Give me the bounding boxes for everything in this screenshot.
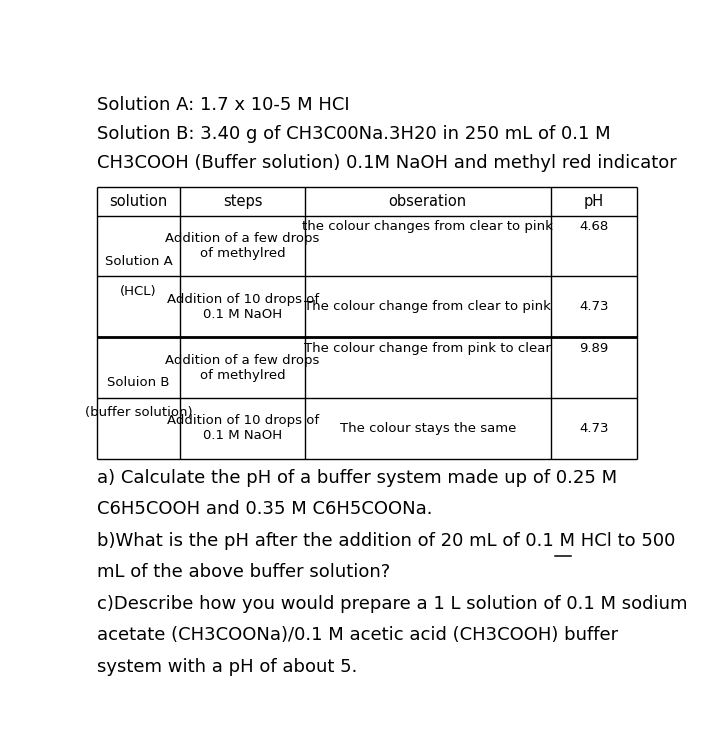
- Text: solution: solution: [110, 193, 168, 209]
- Text: Solution B: 3.40 g of CH3C00Na.3H20 in 250 mL of 0.1 M: Solution B: 3.40 g of CH3C00Na.3H20 in 2…: [97, 126, 610, 143]
- Text: The colour stays the same: The colour stays the same: [339, 422, 516, 435]
- Text: pH: pH: [584, 193, 604, 209]
- Text: Addition of a few drops
of methylred: Addition of a few drops of methylred: [165, 232, 320, 260]
- Text: Soluion B

(buffer solution): Soluion B (buffer solution): [84, 377, 193, 419]
- Text: Addition of a few drops
of methylred: Addition of a few drops of methylred: [165, 353, 320, 382]
- Text: obseration: obseration: [389, 193, 467, 209]
- Text: Solution A: 1.7 x 10-5 M HCI: Solution A: 1.7 x 10-5 M HCI: [97, 96, 349, 114]
- Text: c)Describe how you would prepare a 1 L solution of 0.1 M sodium: c)Describe how you would prepare a 1 L s…: [97, 595, 687, 612]
- Text: Solution A

(HCL): Solution A (HCL): [105, 255, 173, 298]
- Text: Addition of 10 drops of
0.1 M NaOH: Addition of 10 drops of 0.1 M NaOH: [167, 414, 319, 442]
- Text: system with a pH of about 5.: system with a pH of about 5.: [97, 658, 357, 675]
- Text: 4.68: 4.68: [579, 220, 609, 234]
- Text: steps: steps: [223, 193, 262, 209]
- Text: 9.89: 9.89: [579, 342, 609, 355]
- Text: The colour change from clear to pink: The colour change from clear to pink: [304, 300, 551, 313]
- Text: CH3COOH (Buffer solution) 0.1M NaOH and methyl red indicator: CH3COOH (Buffer solution) 0.1M NaOH and …: [97, 155, 677, 172]
- Text: C6H5COOH and 0.35 M C6H5COONa.: C6H5COOH and 0.35 M C6H5COONa.: [97, 500, 432, 518]
- Text: The colour change from pink to clear: The colour change from pink to clear: [304, 342, 551, 355]
- Text: the colour changes from clear to pink: the colour changes from clear to pink: [302, 220, 553, 234]
- Text: 4.73: 4.73: [579, 300, 609, 313]
- Text: mL of the above buffer solution?: mL of the above buffer solution?: [97, 563, 390, 581]
- Text: acetate (CH3COONa)/0.1 M acetic acid (CH3COOH) buffer: acetate (CH3COONa)/0.1 M acetic acid (CH…: [97, 626, 618, 644]
- Text: a) Calculate the pH of a buffer system made up of 0.25 M: a) Calculate the pH of a buffer system m…: [97, 469, 617, 487]
- Text: Addition of 10 drops of
0.1 M NaOH: Addition of 10 drops of 0.1 M NaOH: [167, 293, 319, 320]
- Text: 4.73: 4.73: [579, 422, 609, 435]
- Text: b)What is the pH after the addition of 20 mL of 0.1 M HCl to 500: b)What is the pH after the addition of 2…: [97, 531, 675, 550]
